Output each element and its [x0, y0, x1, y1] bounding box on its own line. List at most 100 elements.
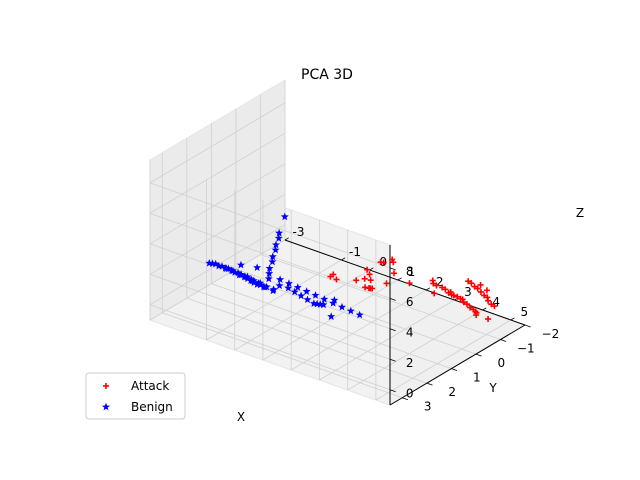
attack-point	[474, 285, 481, 292]
y-tick-mark	[426, 382, 433, 386]
benign-point	[320, 295, 329, 303]
benign-point	[211, 259, 220, 268]
benign-point	[327, 312, 336, 320]
attack-point	[369, 285, 376, 292]
benign-point	[284, 283, 293, 292]
benign-point	[285, 279, 293, 287]
benign-point	[272, 240, 280, 249]
y-tick-mark	[402, 397, 409, 401]
benign-point	[275, 228, 284, 237]
benign-point	[355, 310, 364, 319]
attack-point	[477, 288, 484, 295]
benign-point	[256, 278, 265, 287]
attack-point	[483, 287, 490, 294]
benign-point	[265, 264, 274, 272]
attack-point	[468, 280, 475, 287]
attack-point	[333, 276, 340, 283]
benign-point	[275, 281, 284, 290]
x-gridline	[375, 319, 512, 401]
y-axis-line	[389, 324, 526, 406]
z-gridline	[149, 243, 391, 330]
attack-point	[488, 301, 495, 308]
z-tick-label: 6	[406, 295, 414, 309]
legend-marker-attack	[103, 383, 109, 389]
y-gridline	[162, 312, 403, 399]
benign-point	[222, 264, 231, 272]
z-tick-label: 4	[406, 325, 414, 339]
x-tick-label: -1	[349, 245, 361, 259]
y-axis-label: Y	[488, 381, 497, 395]
y-tick-label: −2	[542, 327, 560, 341]
attack-point	[465, 278, 472, 285]
benign-point	[237, 260, 245, 269]
legend-items: Attack Benign	[102, 379, 173, 414]
benign-point	[319, 300, 328, 309]
attack-point	[485, 316, 492, 323]
z-gridline	[149, 132, 286, 214]
y-tick-label: −1	[517, 342, 535, 356]
attack-point	[383, 280, 390, 287]
benign-point	[293, 283, 302, 291]
benign-point	[253, 263, 262, 271]
axis-lines	[284, 237, 531, 406]
x-gridline	[290, 289, 427, 371]
benign-point	[276, 275, 285, 283]
benign-point	[264, 274, 273, 283]
legend-label-attack: Attack	[131, 379, 169, 393]
x-tick-label: 2	[436, 275, 444, 289]
y-tick-label: 0	[498, 356, 506, 370]
attack-point	[472, 308, 479, 315]
benign-point	[269, 286, 277, 295]
x-tick-mark	[510, 317, 515, 321]
y-tick-label: 1	[473, 371, 481, 385]
y-tick-mark	[524, 324, 531, 328]
x-gridline	[319, 299, 455, 381]
benign-point	[234, 268, 242, 277]
y-gridline	[186, 297, 427, 384]
attack-point	[366, 271, 373, 278]
benign-point	[303, 295, 312, 304]
attack-point	[442, 286, 449, 293]
attack-point	[429, 277, 436, 284]
attack-point	[390, 259, 397, 266]
series-benign	[205, 212, 364, 320]
attack-point	[467, 304, 474, 311]
benign-point	[290, 287, 299, 296]
y-gridline	[260, 254, 501, 340]
benign-point	[247, 275, 256, 284]
benign-point	[237, 270, 246, 278]
attack-point	[406, 280, 413, 287]
attack-point	[367, 277, 374, 284]
z-tick-label: 2	[406, 356, 414, 370]
x-tick-mark	[482, 307, 487, 311]
attack-point	[471, 283, 478, 290]
y-tick-mark	[475, 353, 482, 357]
attack-point	[454, 293, 461, 300]
y-tick-mark	[500, 339, 507, 342]
benign-point	[311, 291, 320, 299]
attack-point	[361, 275, 368, 282]
z-tick-mark	[389, 267, 396, 271]
attack-point	[380, 259, 387, 266]
benign-point	[265, 269, 274, 277]
z-tick-label: 8	[406, 264, 414, 278]
attack-point	[447, 288, 454, 295]
benign-point	[338, 302, 346, 311]
benign-point	[330, 296, 339, 304]
benign-point	[268, 252, 277, 261]
attack-point	[364, 266, 371, 273]
benign-point	[346, 306, 355, 315]
x-tick-mark	[397, 277, 402, 281]
benign-point	[249, 276, 258, 285]
z-gridline	[149, 102, 286, 184]
x-tick-label: 3	[464, 285, 472, 299]
x-tick-mark	[425, 287, 431, 291]
z-gridline	[149, 273, 391, 360]
z-tick-mark	[389, 389, 396, 393]
attack-point	[463, 301, 470, 308]
legend-frame	[85, 372, 186, 420]
x-tick-label: 1	[408, 265, 416, 279]
series-attack	[327, 256, 498, 323]
y-gridline	[235, 268, 477, 355]
